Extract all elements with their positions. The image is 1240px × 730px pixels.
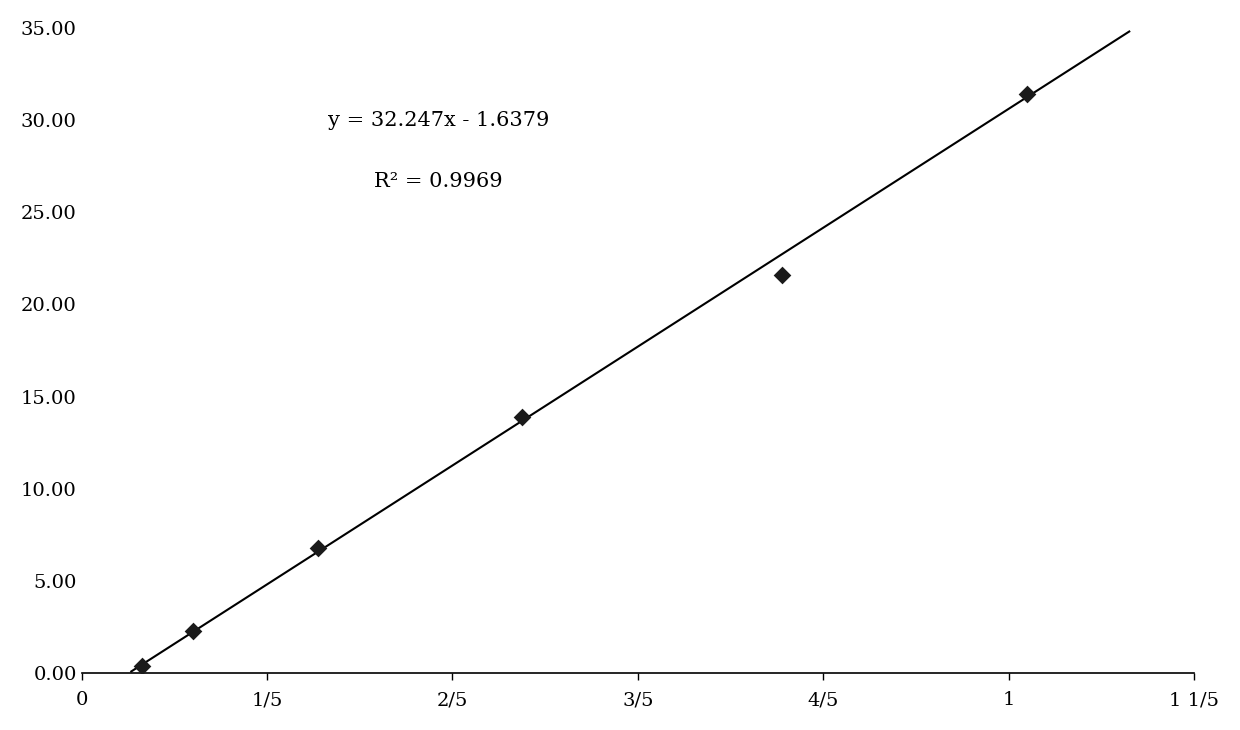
Text: y = 32.247x - 1.6379: y = 32.247x - 1.6379 <box>327 111 549 130</box>
Point <box>308 542 327 553</box>
Point <box>512 411 532 423</box>
Text: R² = 0.9969: R² = 0.9969 <box>374 172 503 191</box>
Point <box>184 625 203 637</box>
Point <box>771 269 791 281</box>
Point <box>1017 88 1037 100</box>
Point <box>131 660 151 672</box>
